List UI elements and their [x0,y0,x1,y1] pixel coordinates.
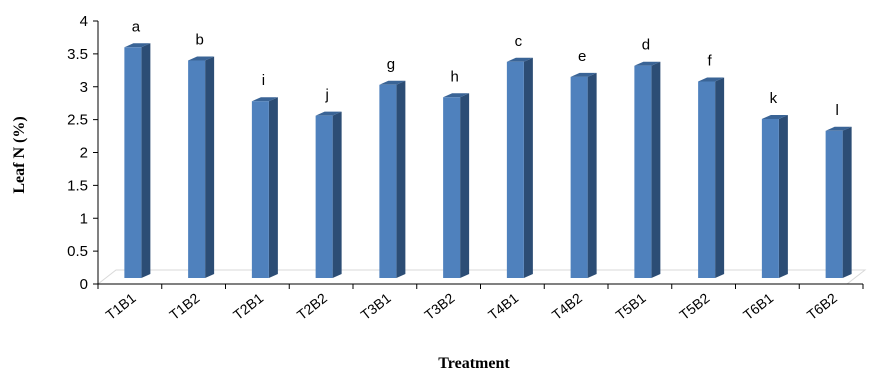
bar [443,93,470,279]
y-tick-label: 1.5 [67,177,88,194]
bar-top [825,126,852,131]
bar-side [842,126,852,279]
bar-front [124,47,142,278]
bar-front [188,60,206,279]
bar-front [825,130,843,278]
bar-side [651,61,661,279]
x-tick-label: T4B1 [485,290,521,323]
x-tick-labels: T1B1 T1B2 T2B1 T2B2 T3B1 T3B2 T4B1 T4B2 T5B1 T5B2… [102,290,840,323]
significance-label: k [770,90,778,107]
bar [634,61,661,279]
x-tick-label: T4B2 [549,290,585,323]
bar [379,80,406,278]
bars [124,43,852,279]
y-tick-label: 0 [80,276,88,293]
bar [188,56,215,279]
bar-side [523,57,533,278]
bar-front [634,65,652,279]
bar-front [570,76,588,278]
bar-top [251,97,278,102]
bar-top [188,56,215,61]
x-tick-label: T1B1 [102,290,138,323]
bar-side [778,114,788,278]
x-tick-label: T3B2 [421,290,457,323]
bar-front [315,115,333,279]
significance-label: e [578,48,586,65]
bar [506,57,533,278]
x-tick-label: T3B1 [357,290,393,323]
bar-side [332,111,342,279]
bar-front [506,61,524,278]
x-tick-label: T2B2 [294,290,330,323]
bar-side [460,93,470,279]
x-tick-label: T1B2 [166,290,202,323]
bar-side [205,56,215,279]
bar-front [443,97,461,279]
x-tick-label: T2B1 [230,290,266,323]
x-axis-title: Treatment [438,355,510,372]
significance-label: j [324,87,328,104]
bar-side [396,80,406,278]
bar-top [761,114,788,119]
bar-top [570,72,597,77]
significance-label: c [515,33,523,50]
bar-side [141,43,151,278]
bar-side [587,72,597,278]
y-tick-label: 4 [80,13,88,30]
y-tick-label: 3.5 [67,46,88,63]
x-tick-label: T6B1 [740,290,776,323]
significance-label: l [835,102,838,119]
y-tick-labels: 0 0.5 1 1.5 2 2.5 3 3.5 4 [67,13,88,293]
y-tick-label: 2 [80,145,88,162]
bar-top [698,77,725,82]
y-tick-label: 2.5 [67,112,88,129]
significance-labels: a b i j g h c e d f k l [132,18,839,119]
bar-top [443,93,470,98]
x-tick-label: T5B2 [676,290,712,323]
bar-front [379,84,397,278]
bar-front [761,118,779,278]
bar [124,43,151,278]
y-axis-title: Leaf N (%) [11,116,28,193]
significance-label: f [708,52,713,69]
bar [251,97,278,278]
chart-axes [93,20,864,289]
bar [315,111,342,279]
significance-label: b [195,31,203,48]
bar-top [634,61,661,66]
y-tick-label: 0.5 [67,243,88,260]
significance-label: i [262,72,265,89]
significance-label: d [642,37,650,54]
bar-top [315,111,342,116]
bar-front [698,81,716,279]
y-tick-label: 1 [80,210,88,227]
y-tick-label: 3 [80,79,88,96]
significance-label: a [132,18,141,35]
bar [761,114,788,278]
bar-side [268,97,278,278]
bar [698,77,725,279]
significance-label: g [387,56,395,73]
x-tick-label: T6B2 [804,290,840,323]
bar [570,72,597,278]
x-tick-label: T5B1 [612,290,648,323]
bar-top [379,80,406,85]
bar [825,126,852,279]
significance-label: h [450,68,458,85]
bar-front [251,101,269,278]
bar-top [506,57,533,62]
bar-side [715,77,725,279]
bar-top [124,43,151,48]
